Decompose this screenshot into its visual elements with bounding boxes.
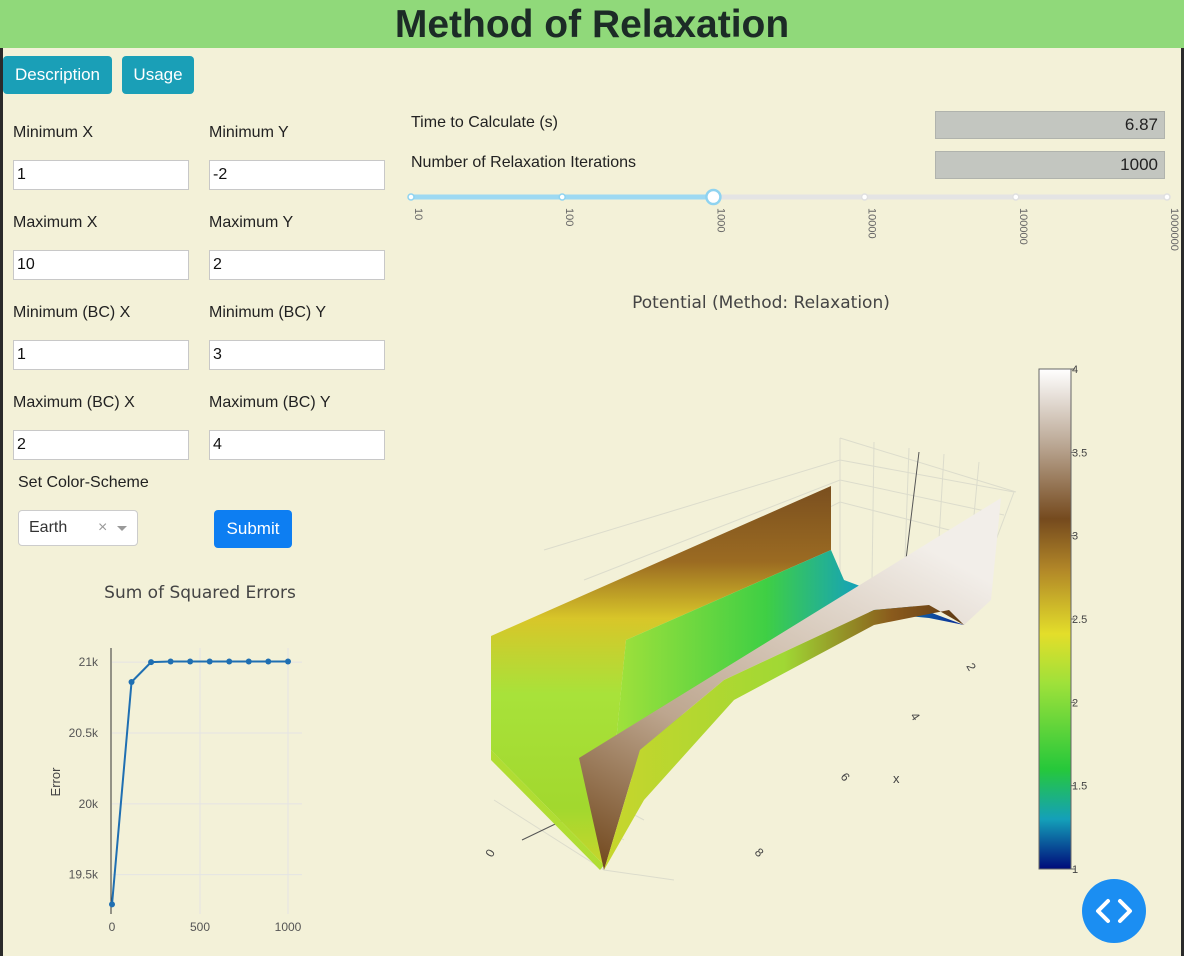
sse-point[interactable] [148, 659, 155, 666]
max-bc-x-label: Maximum (BC) X [13, 394, 135, 411]
code-brackets-fab[interactable] [1082, 879, 1146, 943]
sse-y-tick-label: 20k [79, 797, 99, 811]
slider-dot[interactable] [1163, 193, 1171, 201]
max-y-label: Maximum Y [209, 214, 294, 231]
iterations-label: Number of Relaxation Iterations [411, 154, 636, 171]
surface-y-tick-label: 0 [482, 846, 498, 859]
sse-y-tick-label: 19.5k [69, 868, 99, 882]
max-bc-y-label: Maximum (BC) Y [209, 394, 331, 411]
slider-dot[interactable] [558, 193, 566, 201]
colorbar-tick-label: 3 [1072, 531, 1078, 543]
time-label: Time to Calculate (s) [411, 114, 558, 131]
slider-mark-label[interactable]: 10000 [866, 208, 878, 239]
sse-point[interactable] [109, 901, 115, 908]
color-scheme-dropdown[interactable]: Earth × [18, 510, 138, 546]
slider-mark-label[interactable]: 100000 [1017, 208, 1029, 245]
colorbar-tick-label: 2.5 [1072, 614, 1087, 626]
usage-button[interactable]: Usage [122, 56, 194, 94]
min-x-input[interactable]: 1 [13, 160, 189, 190]
sse-point[interactable] [187, 658, 194, 665]
sse-y-axis-title: Error [48, 767, 63, 797]
iterations-readout: 1000 [935, 151, 1165, 179]
iterations-slider[interactable]: 10 100 1000 10000 100000 1000000 [400, 184, 1180, 268]
slider-mark-label[interactable]: 10 [412, 208, 424, 220]
max-bc-y-input[interactable]: 4 [209, 430, 385, 460]
surface-trough [604, 550, 964, 865]
colorbar-tick-label: 2 [1072, 697, 1078, 709]
sse-y-tick-label: 20.5k [69, 726, 99, 740]
window-edge [1181, 48, 1184, 956]
colorbar-tick-label: 3.5 [1072, 447, 1087, 459]
min-bc-x-label: Minimum (BC) X [13, 304, 131, 321]
slider-mark-label[interactable]: 100 [563, 208, 575, 226]
max-x-input[interactable]: 10 [13, 250, 189, 280]
colorbar [1038, 368, 1072, 870]
surface-x-tick-label: 8 [752, 845, 767, 860]
min-bc-y-input[interactable]: 3 [209, 340, 385, 370]
submit-button[interactable]: Submit [214, 510, 292, 548]
sse-point[interactable] [265, 658, 272, 665]
surface-ridge [579, 498, 1001, 870]
min-bc-y-label: Minimum (BC) Y [209, 304, 327, 321]
slider-handle[interactable] [705, 188, 722, 206]
sse-point[interactable] [206, 658, 213, 665]
sse-point[interactable] [167, 658, 174, 665]
max-y-input[interactable]: 2 [209, 250, 385, 280]
surface-edge [491, 750, 604, 870]
close-icon[interactable]: × [98, 519, 108, 536]
surface-ridge-side [604, 605, 964, 870]
slider-mark-label[interactable]: 1000000 [1168, 208, 1180, 251]
z-axis-line [903, 451, 920, 577]
sse-point[interactable] [128, 679, 135, 685]
slider-dot[interactable] [860, 193, 869, 201]
chevron-down-icon[interactable] [117, 526, 127, 531]
min-y-label: Minimum Y [209, 124, 289, 141]
time-readout: 6.87 [935, 111, 1165, 139]
surface-x-tick-label: 4 [908, 710, 923, 724]
sse-point[interactable] [226, 658, 233, 665]
slider-dot[interactable] [407, 193, 415, 201]
sse-line [111, 660, 288, 905]
color-scheme-value: Earth [29, 519, 68, 536]
sse-point[interactable] [285, 658, 291, 665]
max-bc-x-input[interactable]: 2 [13, 430, 189, 460]
slider-mark-label[interactable]: 1000 [714, 208, 726, 232]
sse-chart: Sum of Squared Errors 19.5k 20k 20.5k 21k 0… [48, 583, 302, 934]
code-brackets-icon [1096, 899, 1132, 923]
max-x-label: Maximum X [13, 214, 98, 231]
description-button[interactable]: Description [3, 56, 112, 94]
sse-x-tick-label: 500 [190, 920, 210, 934]
min-y-input[interactable]: -2 [209, 160, 385, 190]
sse-point[interactable] [245, 658, 252, 665]
colorbar-tick-label: 4 [1072, 364, 1078, 376]
color-scheme-label: Set Color-Scheme [18, 474, 149, 491]
sse-x-tick-label: 0 [109, 920, 116, 934]
surface-plot-title: Potential (Method: Relaxation) [632, 293, 890, 313]
x-axis-title: x [893, 771, 900, 786]
colorbar-tick-label: 1 [1072, 864, 1078, 876]
min-bc-x-input[interactable]: 1 [13, 340, 189, 370]
min-x-label: Minimum X [13, 124, 94, 141]
slider-dot[interactable] [1012, 193, 1020, 201]
sse-chart-title: Sum of Squared Errors [104, 583, 296, 603]
window-edge [0, 48, 3, 956]
sse-x-tick-label: 1000 [275, 920, 302, 934]
sse-y-tick-label: 21k [79, 655, 99, 669]
header-bar: Method of Relaxation [0, 0, 1184, 48]
page-title: Method of Relaxation [394, 3, 790, 46]
surface-x-tick-label: 2 [963, 661, 979, 674]
surface-x-tick-label: 6 [838, 770, 853, 784]
surface-back-wall [491, 486, 831, 865]
colorbar-tick-label: 1.5 [1072, 781, 1087, 793]
